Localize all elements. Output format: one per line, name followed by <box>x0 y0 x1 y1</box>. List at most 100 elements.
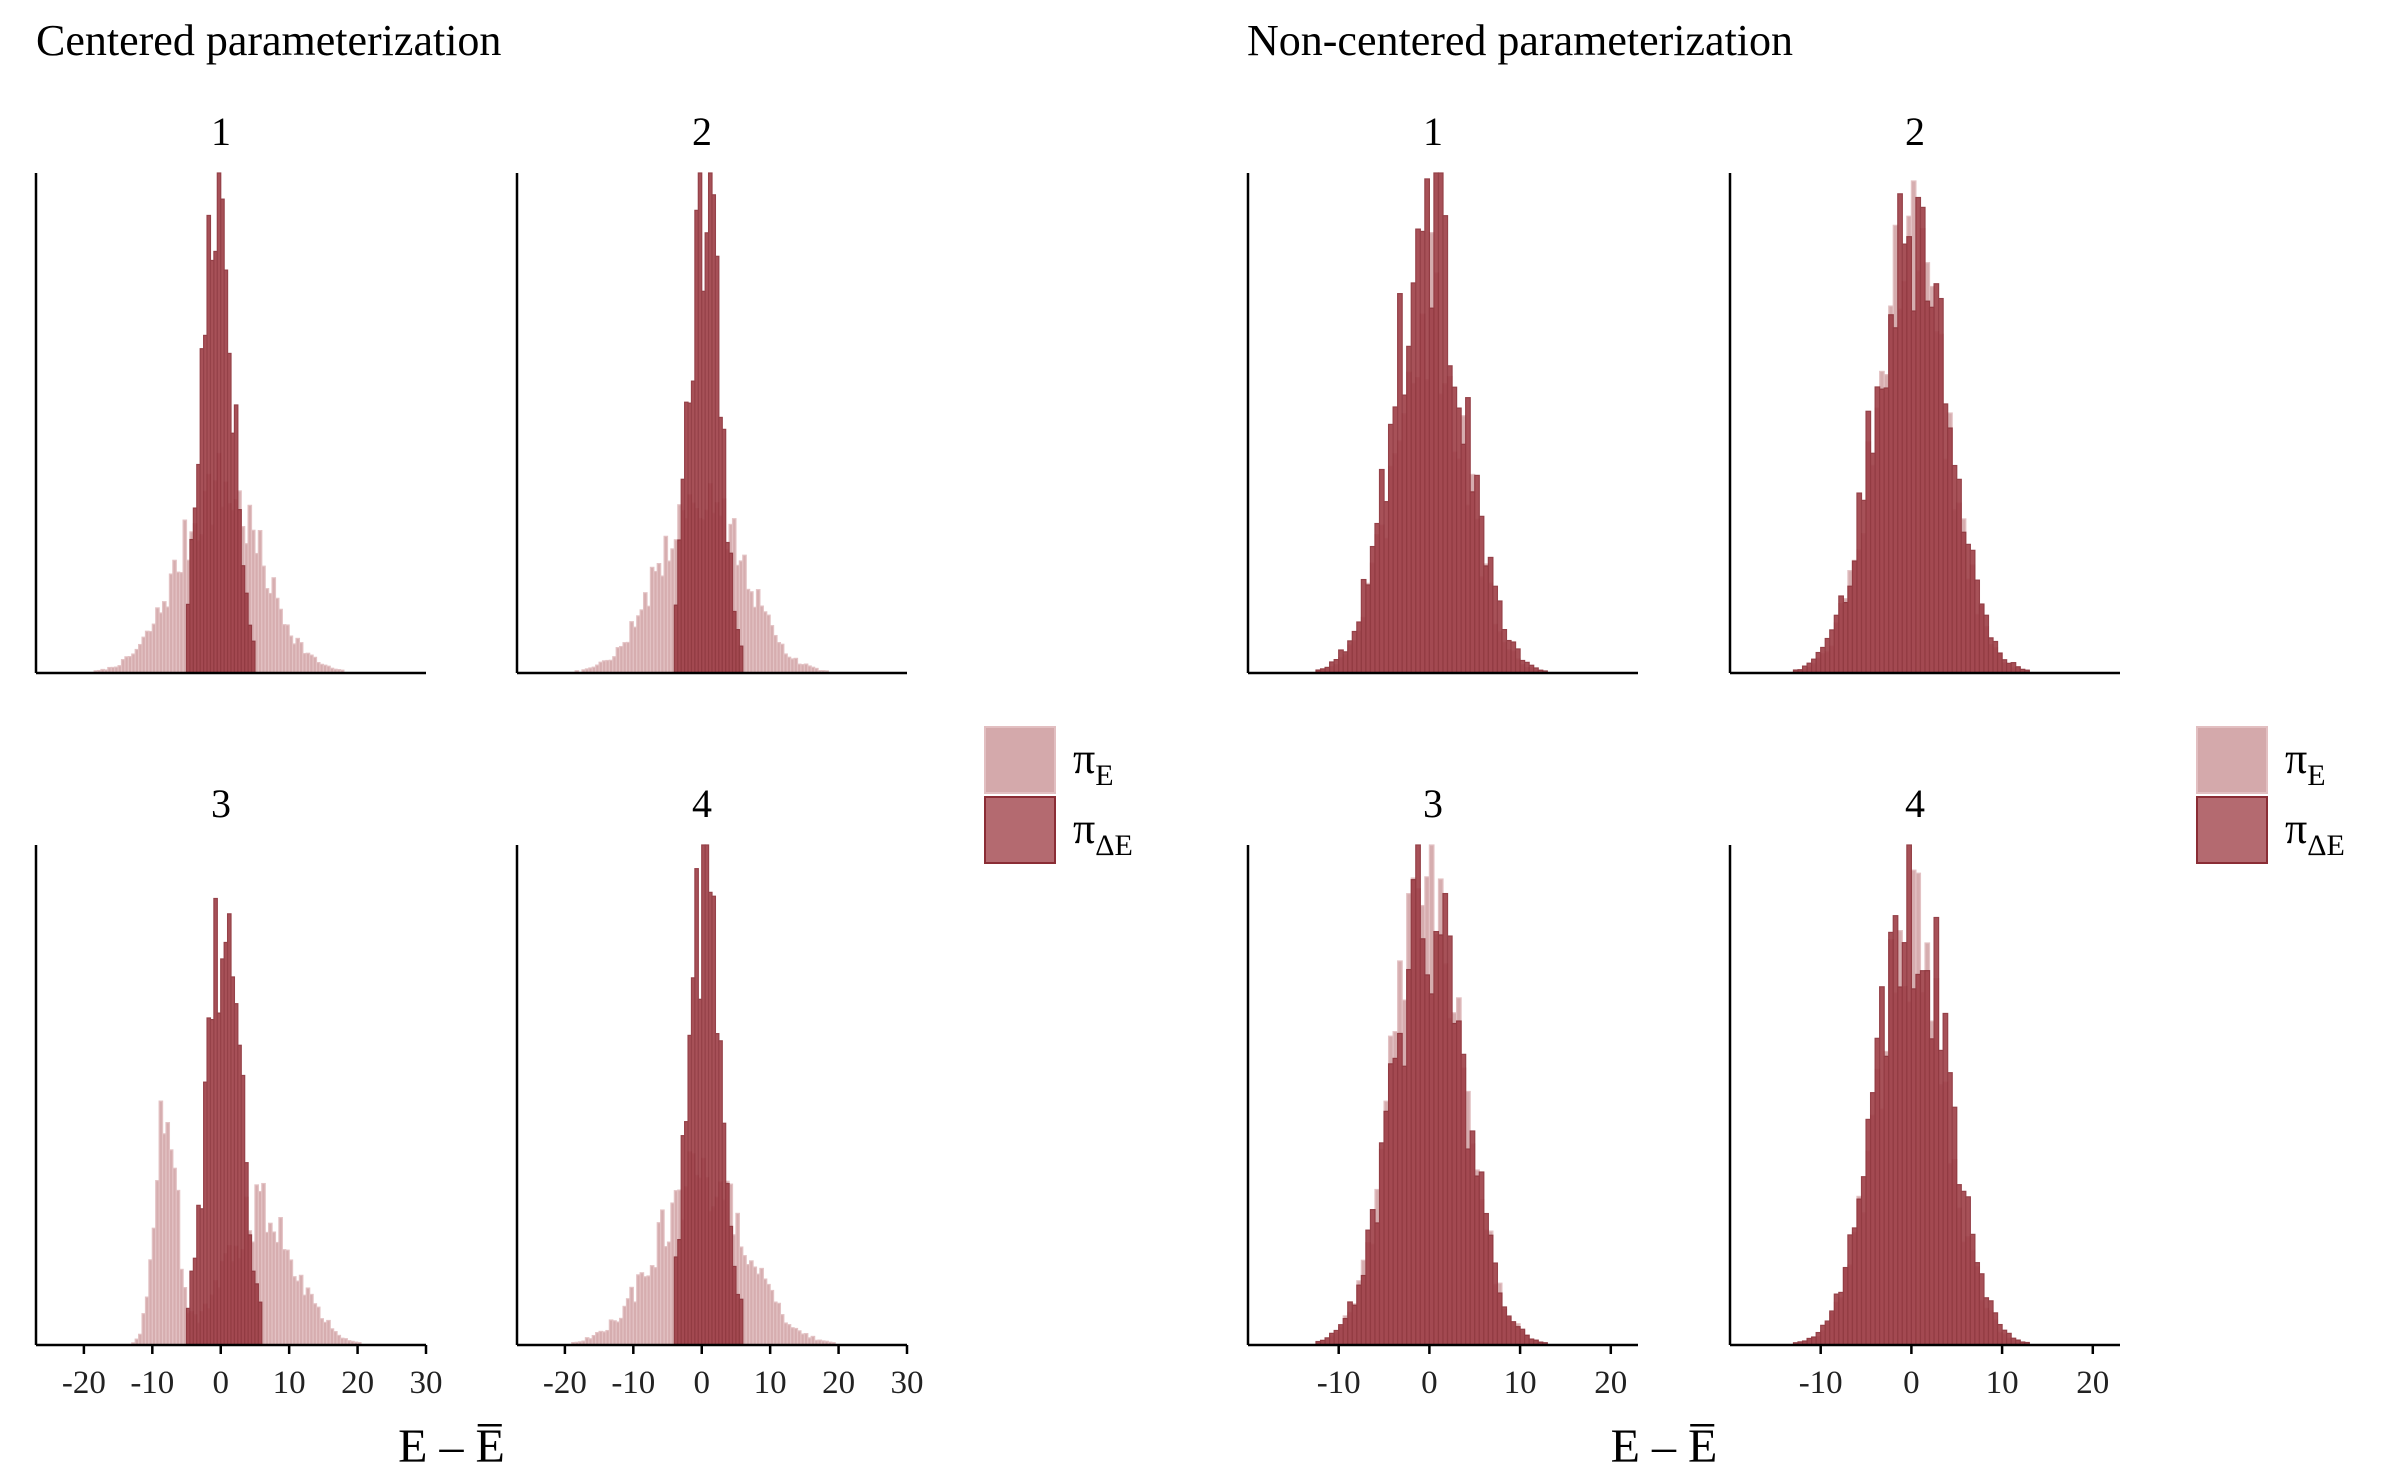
histogram-bar <box>1978 603 1985 674</box>
histogram-bar <box>1514 648 1521 674</box>
histogram-bar <box>1951 1106 1958 1346</box>
facet-label: 3 <box>1423 781 1443 826</box>
histogram-bar <box>1965 543 1971 674</box>
histogram-bar <box>1351 630 1358 674</box>
facet-label: 1 <box>211 109 231 154</box>
histogram-bar <box>1451 1022 1458 1346</box>
histogram-bar <box>1883 1055 1890 1346</box>
histogram-bar <box>1465 397 1471 674</box>
histogram-bar <box>1483 1212 1489 1346</box>
legend-swatch-pi-E <box>2196 726 2268 794</box>
histogram-bar <box>1446 935 1453 1346</box>
histogram-bar <box>1960 531 1967 674</box>
x-tick-label: 0 <box>212 1365 229 1401</box>
histogram-bar <box>1856 1198 1863 1346</box>
histogram-bar <box>1501 1306 1508 1346</box>
histogram-bar <box>1519 659 1526 674</box>
histogram-bar <box>1378 1142 1385 1346</box>
histogram-bar <box>1974 1262 1981 1346</box>
histogram-bar <box>1824 1320 1831 1346</box>
facet-label: 4 <box>1905 781 1925 826</box>
x-tick-label: 10 <box>754 1365 787 1401</box>
histogram-bar <box>1519 1328 1526 1346</box>
facet-2: 2 <box>515 109 907 675</box>
x-tick-label: 20 <box>1594 1365 1627 1401</box>
legend-label: πΔE <box>1073 804 1133 862</box>
panel-title: Centered parameterization <box>36 16 501 65</box>
histogram-bar <box>1892 915 1899 1346</box>
histogram-bar <box>1424 974 1430 1346</box>
histogram-bar <box>1524 661 1530 674</box>
panel-non-centered: Non-centered parameterization 1 2 3 -10 0 10 20… <box>1246 16 2345 1473</box>
histogram-bar <box>1469 1130 1476 1346</box>
histogram-bar <box>1474 1175 1480 1346</box>
histogram-bar <box>1811 658 1817 674</box>
histogram-bar <box>1329 1332 1335 1346</box>
legend: πE πΔE <box>984 726 1133 864</box>
histogram-bar <box>1956 478 1962 674</box>
histogram-bar <box>1338 649 1344 674</box>
histogram-bar <box>1451 386 1458 674</box>
histogram-bar <box>1992 640 1999 674</box>
series-pi-dE <box>1315 172 1548 674</box>
histogram-bar <box>738 1298 744 1346</box>
histogram-bar <box>1965 1196 1971 1346</box>
histogram-bar <box>1333 658 1340 674</box>
histogram-bar <box>1919 970 1926 1346</box>
facet-4: 4 -20 -10 0 10 20 30 <box>515 781 924 1401</box>
facet-2: 2 <box>1728 109 2120 675</box>
histogram-bar <box>1433 930 1440 1346</box>
histogram-bar <box>1983 614 1990 674</box>
histogram-bar <box>1928 1038 1935 1346</box>
histogram-bar <box>2001 659 2008 674</box>
histogram-bar <box>1369 545 1376 674</box>
histogram-bar <box>1869 1092 1876 1346</box>
histogram-bar <box>1833 614 1840 674</box>
histogram-bar <box>1387 423 1394 674</box>
histogram-bar <box>1897 986 1903 1346</box>
histogram-bar <box>1383 501 1390 674</box>
histogram-bar <box>1910 310 1917 674</box>
histogram-bar <box>1842 601 1849 674</box>
histogram-bar <box>1446 365 1453 674</box>
histogram-bar <box>1847 1234 1854 1346</box>
legend-swatch-pi-dE <box>2196 796 2268 864</box>
histogram-bar <box>1833 1293 1840 1346</box>
series-pi-dE <box>185 172 256 674</box>
histogram-bar <box>1428 993 1435 1346</box>
legend-label: πΔE <box>2285 804 2345 862</box>
facet-3: 3 -10 0 10 20 <box>1246 781 1638 1401</box>
histogram-bar <box>1487 556 1494 674</box>
histogram-bar <box>1874 1037 1881 1346</box>
histogram-bar <box>1433 172 1440 674</box>
histogram-bar <box>1996 652 2003 674</box>
histogram-bar <box>1374 1222 1381 1346</box>
x-tick-label: -20 <box>62 1365 106 1401</box>
histogram-bar <box>1956 1184 1962 1346</box>
histogram-bar <box>1901 243 1908 674</box>
histogram-bar <box>1806 662 1813 674</box>
histogram-bar <box>1901 942 1908 1346</box>
facet-label: 1 <box>1423 109 1443 154</box>
histogram-bar <box>1820 1324 1826 1346</box>
facet-4: 4 -10 0 10 20 <box>1728 781 2120 1401</box>
series-pi-dE <box>185 897 263 1346</box>
histogram-bar <box>1987 637 1994 674</box>
histogram-bar <box>1401 394 1408 674</box>
histogram-bar <box>2006 1332 2012 1346</box>
histogram-bar <box>1892 327 1899 674</box>
histogram-bar <box>1410 282 1417 674</box>
series-pi-dE <box>1792 193 2030 674</box>
x-axis-title: E – E̅ <box>1611 1420 1718 1473</box>
x-tick-label: 10 <box>1986 1365 2019 1401</box>
histogram-bar <box>1401 1065 1408 1346</box>
histogram-bar <box>1987 1300 1994 1346</box>
histogram-bar <box>1960 1190 1967 1346</box>
x-tick-label: 30 <box>891 1365 924 1401</box>
histogram-bar <box>1838 595 1844 674</box>
histogram-bar <box>1910 988 1917 1346</box>
histogram-bar <box>1460 1053 1467 1346</box>
legend-label: πE <box>2285 734 2326 792</box>
legend: πE πΔE <box>2196 726 2345 864</box>
